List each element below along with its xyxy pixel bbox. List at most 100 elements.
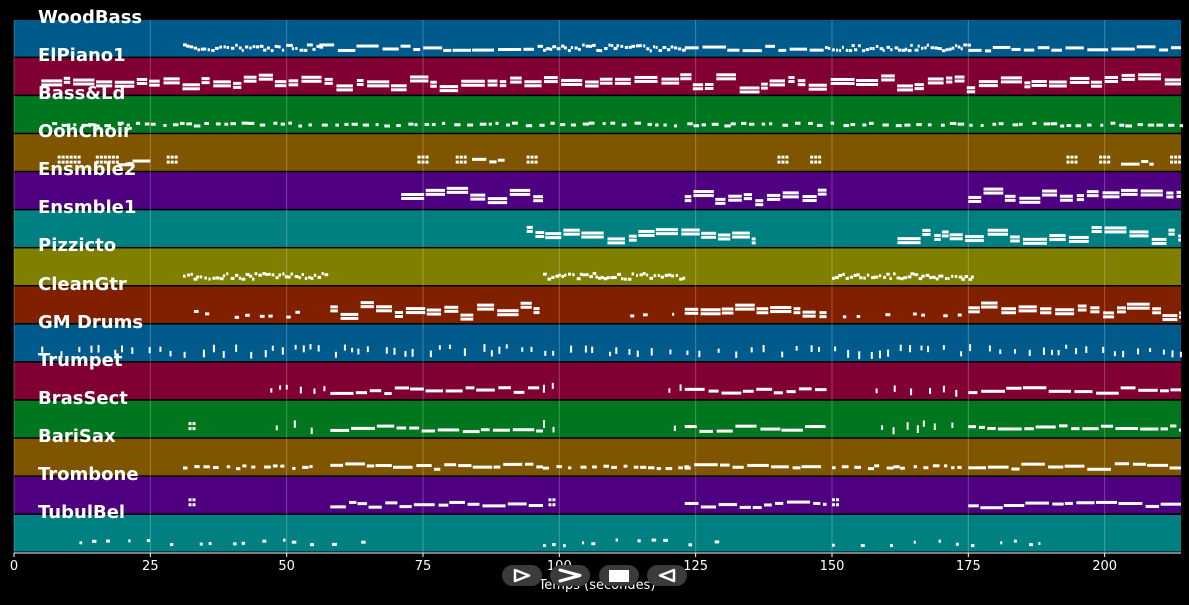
note <box>934 237 941 241</box>
note <box>769 122 773 126</box>
note <box>73 155 77 159</box>
note <box>41 79 63 83</box>
note <box>245 272 250 276</box>
play-button[interactable] <box>502 565 542 586</box>
note <box>607 241 625 245</box>
note <box>385 347 388 354</box>
note <box>114 84 135 88</box>
note <box>968 199 982 203</box>
note <box>263 465 271 469</box>
note <box>735 307 755 311</box>
note <box>459 160 463 164</box>
note <box>897 84 914 88</box>
note <box>536 465 543 469</box>
note <box>600 275 604 279</box>
note <box>701 123 707 127</box>
note <box>226 272 229 276</box>
note <box>634 79 658 83</box>
note <box>174 155 178 159</box>
note <box>878 350 881 359</box>
note <box>416 464 432 468</box>
note <box>907 49 912 53</box>
note <box>1100 123 1104 127</box>
note <box>739 86 760 90</box>
note <box>1096 391 1119 395</box>
note <box>1065 344 1068 349</box>
x-tick-label: 50 <box>278 559 295 574</box>
note <box>978 425 985 429</box>
rewind-button[interactable] <box>647 565 687 586</box>
track-band <box>14 248 1181 285</box>
note <box>497 309 519 313</box>
note <box>718 503 738 507</box>
note <box>1104 226 1127 230</box>
note <box>1121 192 1138 196</box>
note <box>117 121 124 125</box>
note <box>903 276 908 280</box>
note <box>411 348 414 357</box>
note <box>889 277 892 281</box>
note <box>524 84 542 88</box>
note <box>890 48 893 52</box>
track-band <box>14 210 1181 247</box>
note <box>498 346 501 354</box>
note <box>410 75 429 79</box>
note <box>391 88 407 92</box>
note <box>487 83 498 87</box>
note <box>568 466 572 470</box>
note <box>63 80 71 84</box>
note <box>1087 467 1111 471</box>
note <box>1025 501 1049 505</box>
note <box>1024 427 1034 431</box>
note <box>949 237 963 241</box>
note <box>361 540 366 544</box>
note <box>968 310 980 314</box>
note <box>433 467 441 471</box>
note <box>166 155 170 159</box>
note <box>360 305 374 309</box>
note <box>564 273 567 277</box>
note <box>1058 424 1068 428</box>
note <box>382 47 399 51</box>
note <box>548 498 552 502</box>
note <box>960 351 963 357</box>
note <box>750 347 753 353</box>
note <box>274 84 287 88</box>
note <box>914 87 924 91</box>
note <box>219 45 222 49</box>
note <box>1019 196 1041 200</box>
note <box>1069 80 1090 84</box>
note <box>498 386 511 390</box>
note <box>183 274 186 278</box>
note <box>1000 80 1022 84</box>
note <box>960 47 963 51</box>
note <box>684 387 705 391</box>
note <box>193 277 198 281</box>
fast-forward-button[interactable] <box>550 565 590 586</box>
note <box>684 195 692 199</box>
note <box>933 423 936 431</box>
note <box>1117 306 1126 310</box>
note <box>642 272 646 276</box>
stop-button[interactable] <box>599 565 639 586</box>
note <box>174 160 178 164</box>
note <box>292 466 296 470</box>
note <box>526 229 533 233</box>
note <box>821 48 824 52</box>
note <box>961 277 965 281</box>
note <box>1019 200 1041 204</box>
note <box>910 43 913 47</box>
note <box>286 43 289 47</box>
note <box>510 80 522 84</box>
note <box>955 44 958 48</box>
note <box>560 123 566 127</box>
note <box>467 502 480 506</box>
note <box>208 277 211 281</box>
note <box>265 272 269 276</box>
note <box>302 465 309 469</box>
note <box>355 391 368 395</box>
note <box>60 351 63 359</box>
note <box>230 276 235 280</box>
note <box>603 277 608 281</box>
note <box>103 155 107 159</box>
